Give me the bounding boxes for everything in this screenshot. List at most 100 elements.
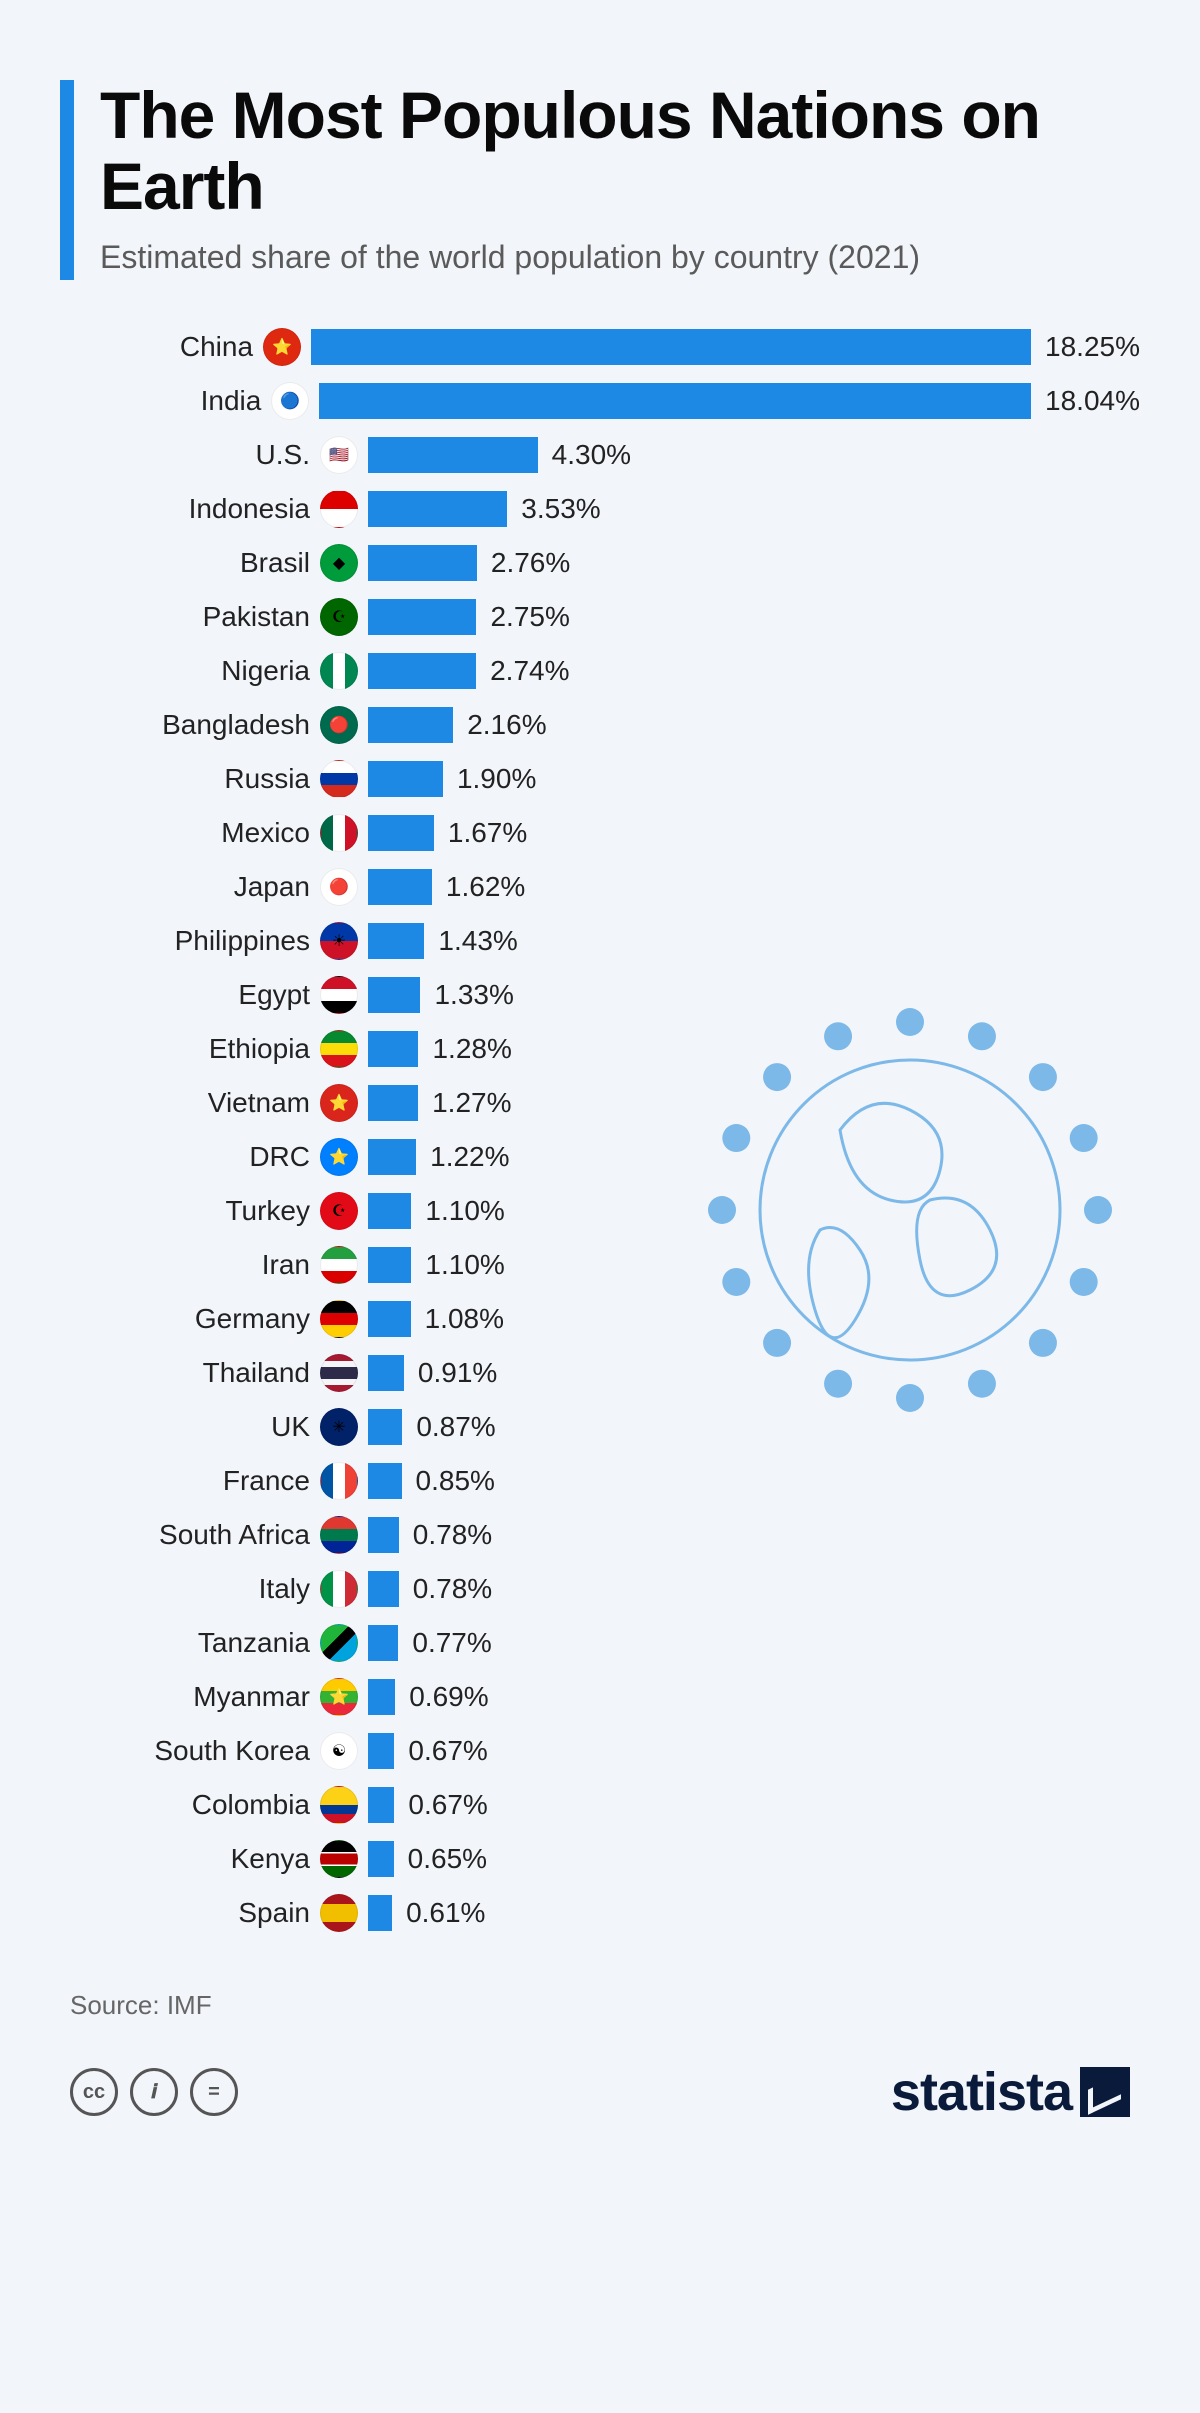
country-label: Philippines (60, 925, 320, 957)
chart-title: The Most Populous Nations on Earth (100, 80, 1140, 223)
bar (368, 1355, 404, 1391)
bar (319, 383, 1031, 419)
country-label: Iran (60, 1249, 320, 1281)
flag-icon: 🔴 (320, 868, 358, 906)
bar (368, 1193, 411, 1229)
flag-icon: ◆ (320, 544, 358, 582)
value-label: 1.27% (432, 1087, 511, 1119)
flag-icon (320, 760, 358, 798)
country-label: Egypt (60, 979, 320, 1011)
value-label: 2.75% (490, 601, 569, 633)
country-label: Bangladesh (60, 709, 320, 741)
country-label: Brasil (60, 547, 320, 579)
bar (368, 1895, 392, 1931)
flag-icon: 🔵 (271, 382, 309, 420)
country-label: Pakistan (60, 601, 320, 633)
license-icons: cc𝒊= (70, 2068, 238, 2116)
flag-icon (320, 1354, 358, 1392)
chart-row: Tanzania 0.77% (60, 1616, 1140, 1670)
bar (368, 1841, 394, 1877)
value-label: 1.22% (430, 1141, 509, 1173)
chart-row: Kenya0.65% (60, 1832, 1140, 1886)
bar (368, 1247, 411, 1283)
value-label: 0.91% (418, 1357, 497, 1389)
country-label: Myanmar (60, 1681, 320, 1713)
value-label: 2.74% (490, 655, 569, 687)
chart-row: Myanmar⭐ 0.69% (60, 1670, 1140, 1724)
chart-row: Thailand 0.91% (60, 1346, 1140, 1400)
country-label: France (60, 1465, 320, 1497)
value-label: 0.61% (406, 1897, 485, 1929)
chart-row: South Africa0.78% (60, 1508, 1140, 1562)
bar (368, 1031, 418, 1067)
value-label: 0.77% (412, 1627, 491, 1659)
country-label: Turkey (60, 1195, 320, 1227)
flag-icon: ☪ (320, 598, 358, 636)
brand-text: statista (891, 2061, 1072, 2123)
bar (368, 437, 538, 473)
flag-icon (320, 1786, 358, 1824)
flag-icon: ⭐ (320, 1678, 358, 1716)
value-label: 1.10% (425, 1249, 504, 1281)
chart-row: Japan🔴 1.62% (60, 860, 1140, 914)
flag-icon (320, 1570, 358, 1608)
value-label: 1.08% (425, 1303, 504, 1335)
bar (368, 1571, 399, 1607)
country-label: Japan (60, 871, 320, 903)
bar (368, 977, 420, 1013)
cc-icon: cc (70, 2068, 118, 2116)
accent-bar (60, 80, 74, 280)
country-label: Tanzania (60, 1627, 320, 1659)
bar (368, 707, 453, 743)
chart-row: U.S.🇺🇸4.30% (60, 428, 1140, 482)
country-label: Thailand (60, 1357, 320, 1389)
flag-icon: ☀ (320, 922, 358, 960)
flag-icon: ✳ (320, 1408, 358, 1446)
chart-row: Philippines☀1.43% (60, 914, 1140, 968)
chart-row: Indonesia3.53% (60, 482, 1140, 536)
value-label: 2.76% (491, 547, 570, 579)
bar (368, 653, 476, 689)
flag-icon: 🇺🇸 (320, 436, 358, 474)
bar (368, 923, 424, 959)
value-label: 0.65% (408, 1843, 487, 1875)
flag-icon (320, 1246, 358, 1284)
bar (368, 1517, 399, 1553)
country-label: Colombia (60, 1789, 320, 1821)
country-label: UK (60, 1411, 320, 1443)
value-label: 0.69% (409, 1681, 488, 1713)
bar (368, 1301, 411, 1337)
chart-row: India🔵 18.04% (60, 374, 1140, 428)
flag-icon (320, 814, 358, 852)
country-label: India (60, 385, 271, 417)
value-label: 1.67% (448, 817, 527, 849)
flag-icon (320, 1300, 358, 1338)
country-label: Mexico (60, 817, 320, 849)
flag-icon (320, 1624, 358, 1662)
country-label: China (60, 331, 263, 363)
bar (368, 1463, 402, 1499)
cc-icon: = (190, 2068, 238, 2116)
chart-row: Italy0.78% (60, 1562, 1140, 1616)
bar (311, 329, 1031, 365)
chart-row: DRC⭐1.22% (60, 1130, 1140, 1184)
flag-icon: ⭐ (263, 328, 301, 366)
flag-icon (320, 1516, 358, 1554)
flag-icon (320, 1840, 358, 1878)
country-label: Ethiopia (60, 1033, 320, 1065)
country-label: South Korea (60, 1735, 320, 1767)
chart-row: Turkey☪1.10% (60, 1184, 1140, 1238)
bar (368, 1409, 402, 1445)
value-label: 18.04% (1045, 385, 1140, 417)
chart-row: China⭐18.25% (60, 320, 1140, 374)
bar (368, 1733, 394, 1769)
value-label: 1.90% (457, 763, 536, 795)
flag-icon: 🔴 (320, 706, 358, 744)
flag-icon (320, 490, 358, 528)
country-label: Nigeria (60, 655, 320, 687)
flag-icon: ☪ (320, 1192, 358, 1230)
bar (368, 545, 477, 581)
value-label: 1.62% (446, 871, 525, 903)
value-label: 4.30% (552, 439, 631, 471)
country-label: Germany (60, 1303, 320, 1335)
